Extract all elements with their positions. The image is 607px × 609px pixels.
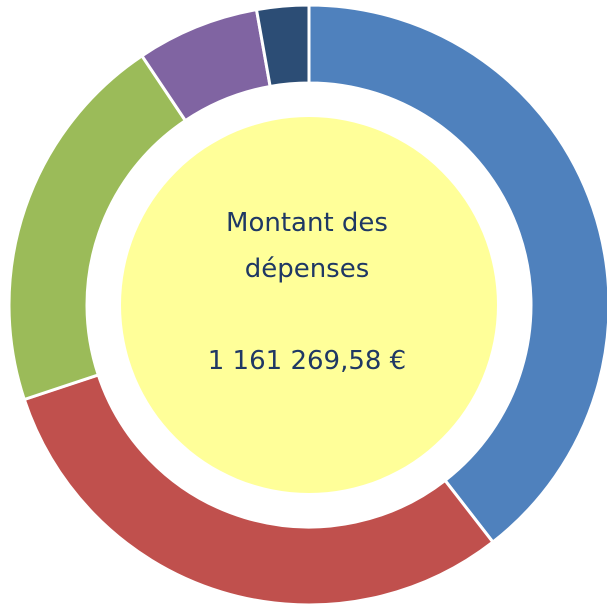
center-label: Montant des dépenses 1 161 269,58 €: [157, 200, 457, 384]
total-amount: 1 161 269,58 €: [207, 346, 407, 376]
chart-title: Montant des dépenses: [226, 208, 388, 284]
center-circle: [121, 117, 497, 493]
donut-segment: [307, 3, 607, 545]
donut-segment: [254, 3, 311, 89]
donut-segment: [22, 373, 495, 607]
